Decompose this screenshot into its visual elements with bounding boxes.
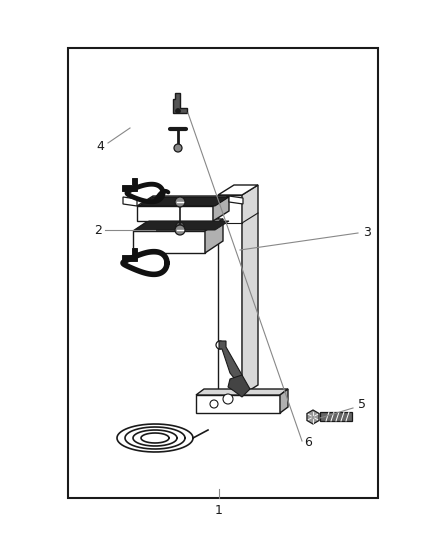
Text: 1: 1	[215, 505, 223, 518]
Bar	[320, 412, 352, 421]
Circle shape	[176, 222, 184, 230]
Text: 4: 4	[96, 141, 104, 154]
Circle shape	[210, 400, 218, 408]
Polygon shape	[218, 195, 242, 395]
Polygon shape	[205, 219, 223, 253]
Polygon shape	[307, 410, 319, 424]
Polygon shape	[213, 196, 229, 221]
Polygon shape	[196, 389, 288, 395]
Polygon shape	[139, 197, 229, 206]
Polygon shape	[122, 248, 137, 261]
Polygon shape	[173, 93, 187, 113]
Polygon shape	[123, 197, 137, 206]
Polygon shape	[122, 178, 137, 191]
Polygon shape	[280, 389, 288, 413]
Text: 3: 3	[363, 227, 371, 239]
Circle shape	[175, 197, 185, 207]
Polygon shape	[218, 185, 258, 195]
Polygon shape	[133, 231, 205, 253]
Circle shape	[176, 109, 180, 114]
Text: 2: 2	[94, 223, 102, 237]
Circle shape	[175, 225, 185, 235]
Polygon shape	[137, 206, 213, 221]
Polygon shape	[133, 219, 223, 231]
Polygon shape	[137, 196, 229, 206]
Polygon shape	[219, 341, 242, 383]
Polygon shape	[242, 185, 258, 395]
Circle shape	[216, 341, 224, 349]
Polygon shape	[228, 375, 250, 397]
Bar	[68, 48, 378, 498]
Polygon shape	[196, 395, 280, 413]
Circle shape	[223, 394, 233, 404]
Text: 5: 5	[358, 399, 366, 411]
Text: 6: 6	[304, 437, 312, 449]
Polygon shape	[135, 221, 229, 230]
Polygon shape	[229, 196, 243, 204]
Circle shape	[174, 144, 182, 152]
